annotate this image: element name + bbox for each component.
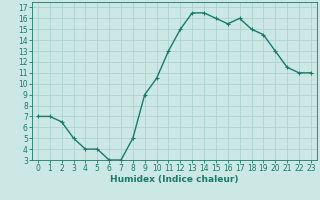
X-axis label: Humidex (Indice chaleur): Humidex (Indice chaleur): [110, 175, 239, 184]
